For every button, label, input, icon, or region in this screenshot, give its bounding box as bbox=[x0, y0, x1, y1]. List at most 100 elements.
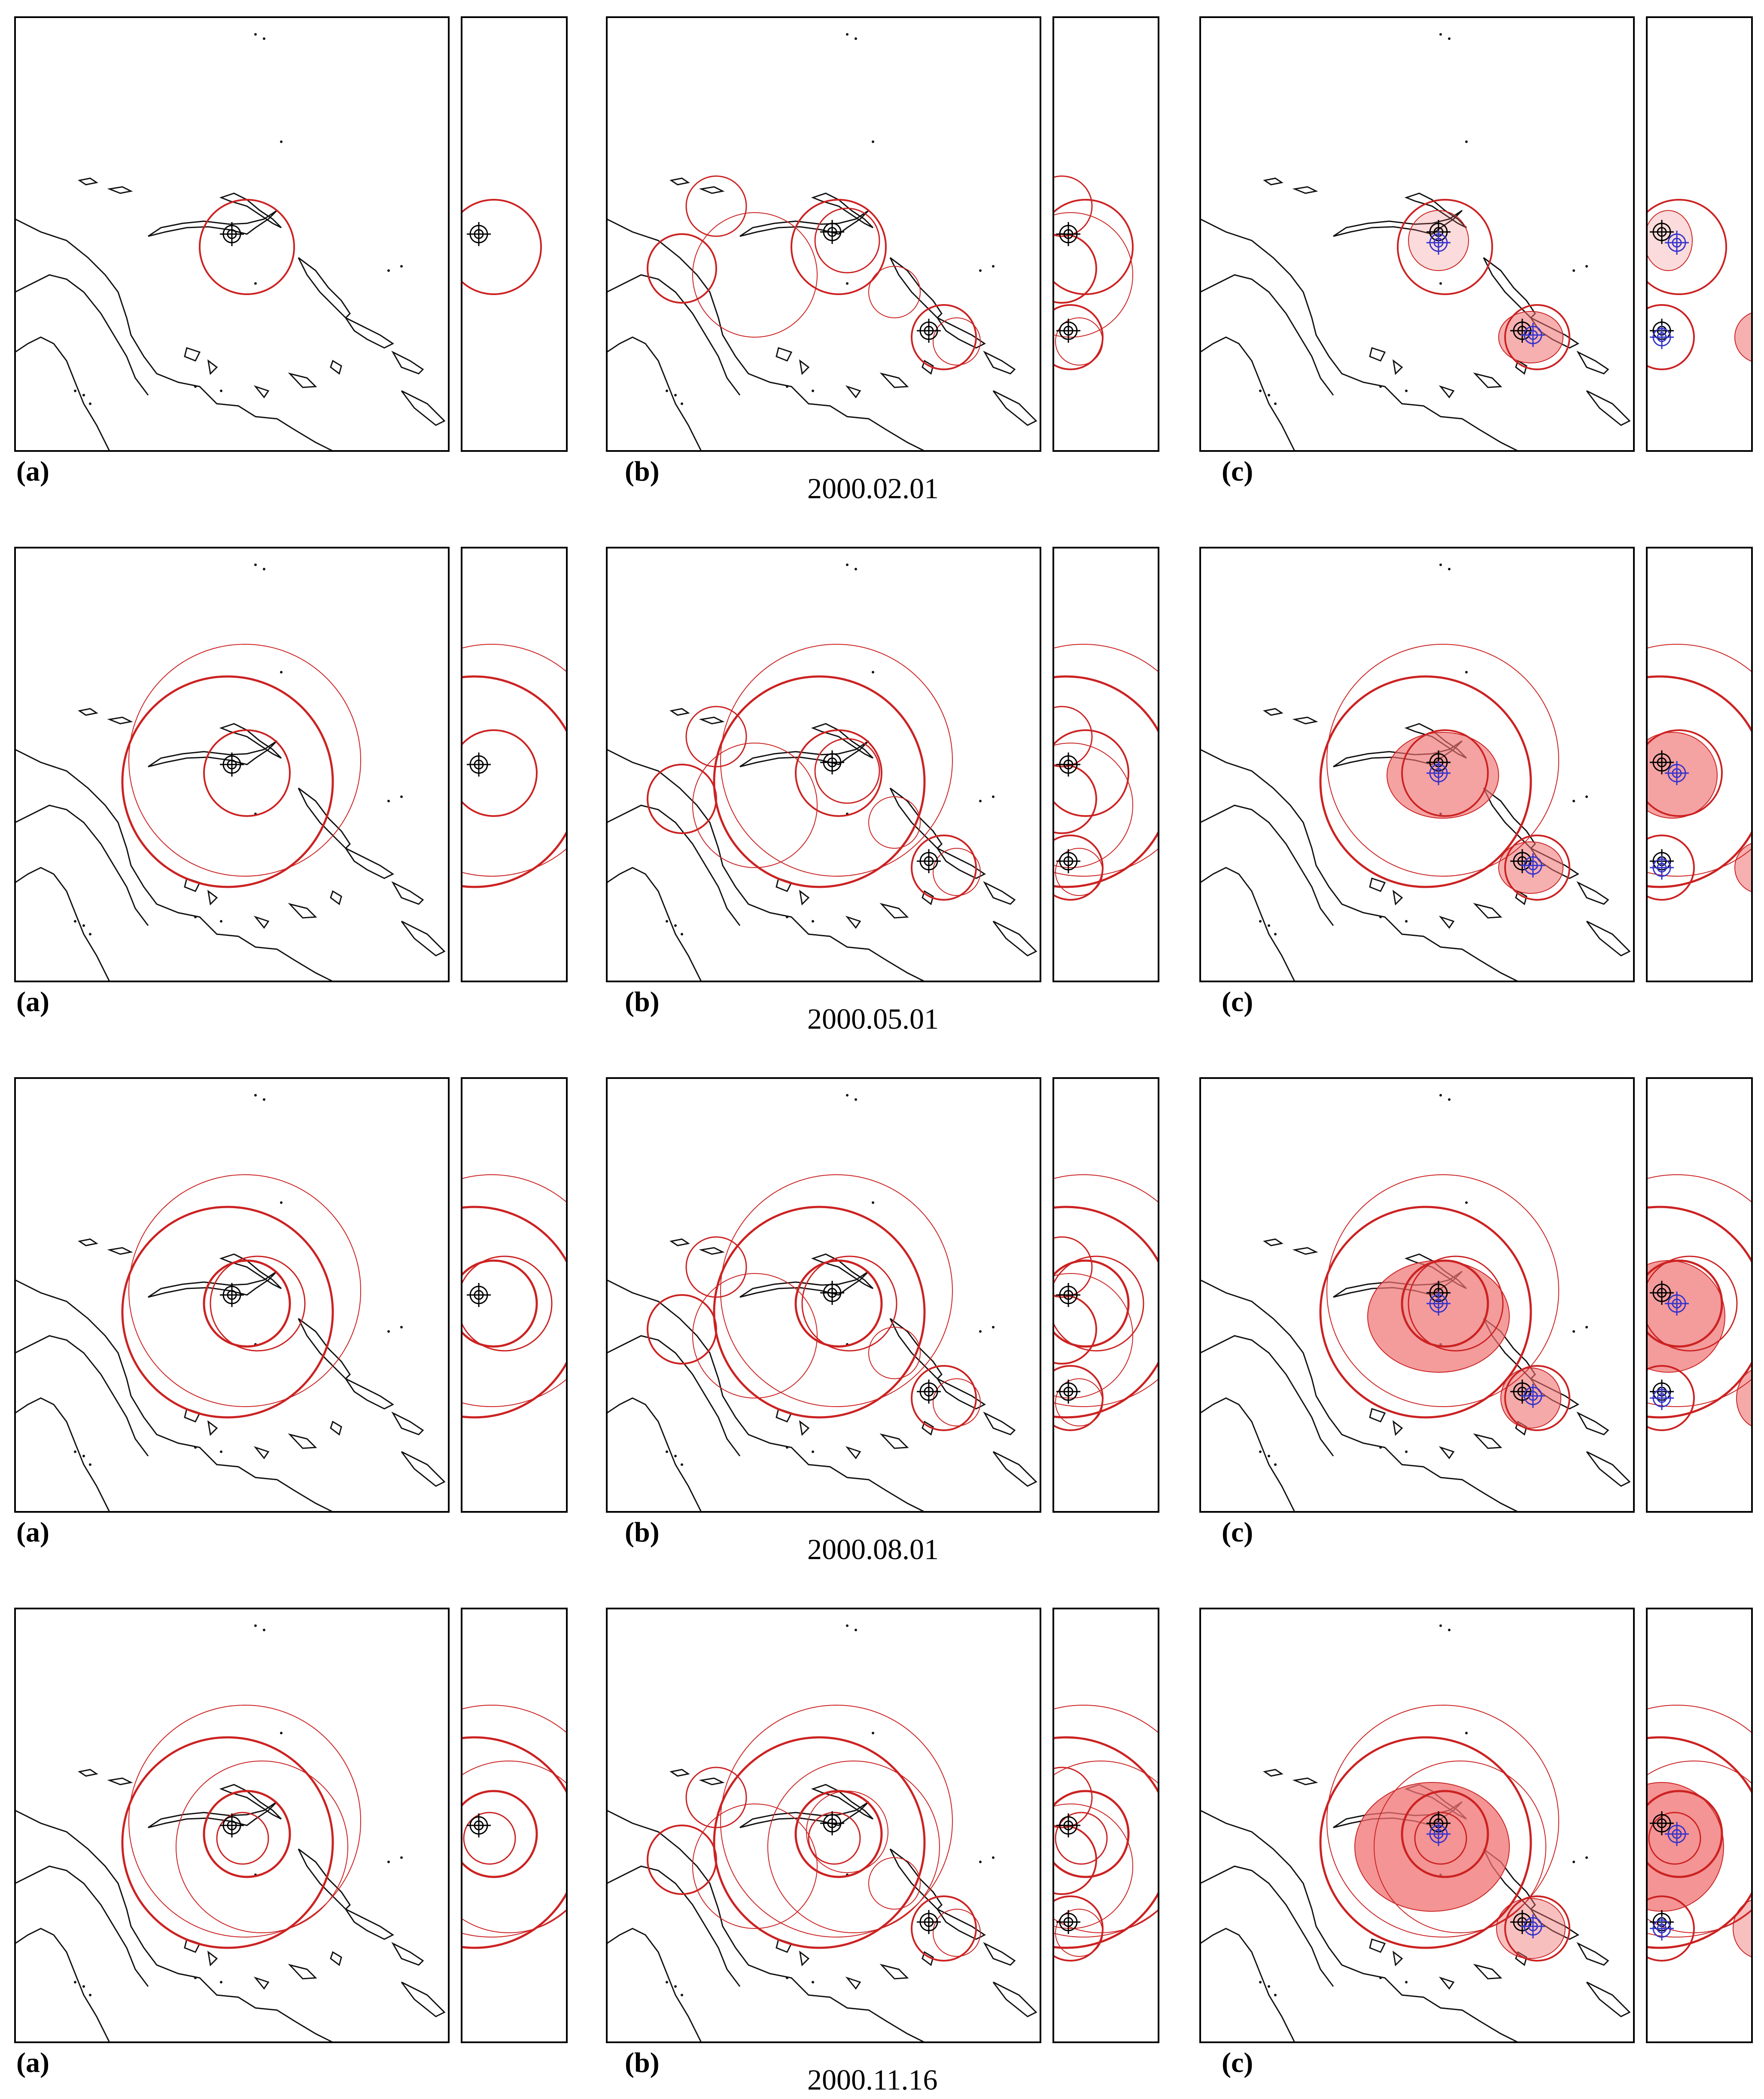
magnitude-circle bbox=[795, 729, 882, 817]
island-dot bbox=[786, 1977, 788, 1979]
map-panel-r3-a bbox=[14, 1077, 450, 1513]
magnitude-circle bbox=[1053, 1294, 1097, 1365]
island-dot bbox=[1259, 1450, 1262, 1453]
depth-strip-r4-c bbox=[1646, 1608, 1753, 2043]
error-ellipse bbox=[1500, 1368, 1561, 1429]
island-dot bbox=[846, 1094, 849, 1097]
coastline bbox=[845, 1446, 861, 1459]
depth-strip-r1-a bbox=[461, 16, 568, 452]
date-row3: 2000.08.01 bbox=[807, 1533, 939, 1566]
coastline bbox=[1263, 1769, 1283, 1777]
map-content bbox=[607, 564, 1037, 981]
island-dot bbox=[89, 1994, 91, 1996]
magnitude-circle bbox=[1401, 1259, 1489, 1348]
magnitude-circle bbox=[814, 207, 880, 274]
magnitude-circle bbox=[808, 1812, 861, 1865]
map-content bbox=[607, 33, 1037, 451]
strip-frame bbox=[1646, 1077, 1753, 1513]
magnitude-circle bbox=[216, 1812, 269, 1865]
coastline bbox=[1586, 1981, 1631, 2017]
magnitude-circle bbox=[1647, 729, 1723, 817]
island-dot bbox=[74, 390, 76, 392]
island-dot bbox=[979, 1861, 982, 1863]
magnitude-circle bbox=[1053, 706, 1093, 768]
label-row2-b: (b) bbox=[625, 986, 660, 1018]
coastline bbox=[207, 359, 218, 375]
island-dot bbox=[400, 1326, 403, 1328]
coastline bbox=[922, 359, 934, 375]
magnitude-circle bbox=[868, 266, 921, 318]
coastline bbox=[607, 274, 741, 396]
coastline bbox=[1200, 218, 1518, 451]
island-dot bbox=[674, 394, 677, 396]
island-dot bbox=[872, 140, 874, 143]
island-dot bbox=[74, 1450, 76, 1453]
coastline bbox=[184, 347, 201, 362]
magnitude-circle bbox=[1401, 729, 1489, 817]
island-dot bbox=[1379, 1446, 1382, 1449]
coastline bbox=[935, 847, 986, 879]
coastline bbox=[1586, 920, 1631, 957]
magnitude-circle bbox=[1647, 1206, 1752, 1419]
magnitude-circle bbox=[1053, 1236, 1093, 1298]
magnitude-circle bbox=[121, 675, 334, 888]
map-frame bbox=[606, 1077, 1041, 1513]
magnitude-circle bbox=[1647, 644, 1752, 877]
depth-strip-r3-b bbox=[1052, 1077, 1159, 1513]
coastline bbox=[15, 1279, 333, 1512]
label-row2-c: (c) bbox=[1222, 986, 1253, 1018]
strip-frame bbox=[1646, 547, 1753, 982]
coastline bbox=[799, 890, 810, 906]
strip-content bbox=[1053, 175, 1134, 370]
map-frame bbox=[14, 16, 450, 452]
island-dot bbox=[89, 933, 91, 935]
coastline bbox=[669, 1238, 690, 1246]
island-dot bbox=[1379, 1977, 1382, 1979]
coastline bbox=[148, 210, 278, 237]
strip-content bbox=[462, 1705, 567, 1949]
island-dot bbox=[280, 140, 283, 143]
depth-strip-r2-b bbox=[1052, 547, 1159, 982]
coastline bbox=[78, 1238, 98, 1246]
coastline bbox=[219, 1784, 282, 1820]
depth-strip-r4-b bbox=[1052, 1608, 1159, 2043]
strip-content bbox=[1647, 1705, 1752, 1962]
coastline bbox=[1483, 257, 1536, 319]
coastline bbox=[1369, 1938, 1386, 1953]
coastline bbox=[330, 359, 342, 375]
island-dot bbox=[1585, 1326, 1588, 1328]
island-dot bbox=[1274, 402, 1277, 405]
coastline bbox=[607, 218, 925, 451]
coastline bbox=[330, 1951, 342, 1966]
coastline bbox=[219, 723, 282, 759]
magnitude-circle bbox=[720, 1705, 953, 1938]
island-dot bbox=[263, 1629, 265, 1631]
island-dot bbox=[82, 1985, 85, 1988]
coastline bbox=[298, 787, 351, 850]
error-ellipse bbox=[1734, 312, 1752, 362]
coastline bbox=[811, 1784, 874, 1820]
map-content bbox=[607, 1624, 1037, 2042]
magnitude-circle bbox=[462, 675, 567, 888]
magnitude-circle bbox=[933, 317, 981, 366]
magnitude-circle bbox=[868, 1857, 921, 1910]
magnitude-circle bbox=[1326, 1705, 1559, 1938]
coastline bbox=[107, 186, 133, 194]
coastline bbox=[889, 1318, 943, 1380]
coastline bbox=[992, 920, 1037, 957]
magnitude-circle bbox=[1053, 1803, 1133, 1929]
magnitude-circle bbox=[462, 1790, 538, 1878]
magnitude-circle bbox=[713, 1736, 926, 1949]
magnitude-circle bbox=[692, 743, 818, 868]
island-dot bbox=[979, 1330, 982, 1333]
coastline bbox=[1200, 1279, 1518, 1512]
map-content bbox=[607, 1094, 1037, 1512]
island-dot bbox=[666, 390, 668, 392]
coastline bbox=[799, 1420, 810, 1436]
coastline bbox=[983, 881, 1016, 905]
magnitude-circle bbox=[1053, 1255, 1144, 1352]
island-dot bbox=[1439, 33, 1442, 36]
coastline bbox=[922, 1420, 934, 1436]
map-content bbox=[15, 564, 446, 981]
strip-frame bbox=[461, 1077, 568, 1513]
